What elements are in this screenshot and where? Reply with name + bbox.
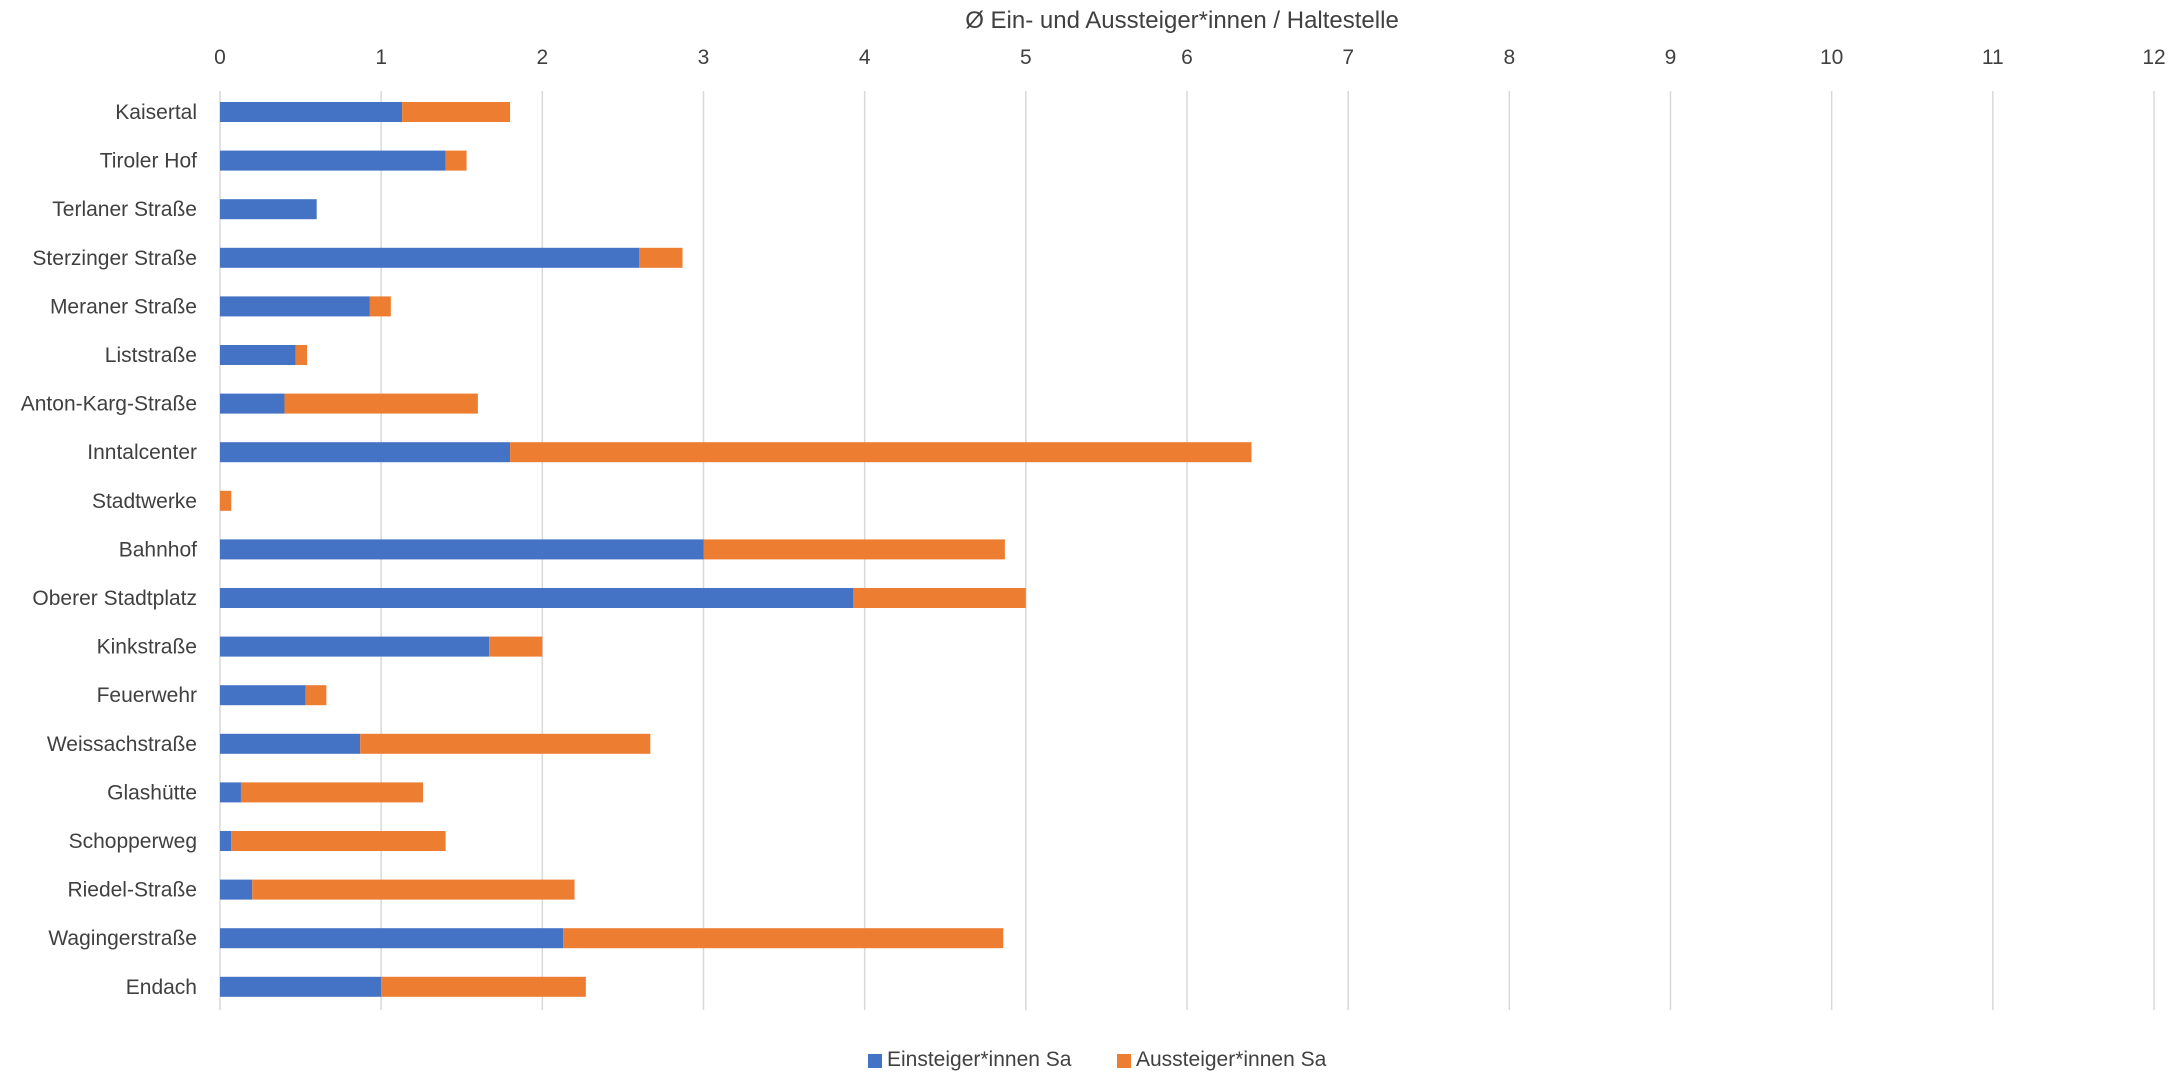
- category-label: Tiroler Hof: [100, 150, 197, 173]
- x-axis-tick-labels: 0 1 2 3 4 5 6 7 8 9 10 11 12: [214, 46, 2166, 69]
- category-label: Liststraße: [105, 344, 197, 367]
- bar-einsteiger: [220, 636, 490, 657]
- x-tick-label-1: 1: [375, 46, 387, 69]
- category-label: Schopperweg: [69, 830, 197, 853]
- bar-einsteiger: [220, 685, 306, 706]
- x-tick-label-0: 0: [214, 46, 226, 69]
- bar-einsteiger: [220, 247, 640, 268]
- bar-aussteiger: [295, 345, 308, 365]
- legend: Einsteiger*innen Sa Aussteiger*innen Sa: [868, 1048, 1327, 1071]
- x-tick-label-6: 6: [1181, 46, 1193, 69]
- bar-aussteiger: [284, 393, 478, 414]
- category-label: Kinkstraße: [97, 636, 197, 659]
- category-label: Inntalcenter: [87, 441, 197, 464]
- category-label: Anton-Karg-Straße: [21, 393, 197, 416]
- category-label: Stadtwerke: [92, 490, 197, 513]
- bar-einsteiger: [220, 393, 285, 414]
- category-label: Endach: [126, 976, 197, 999]
- bar-einsteiger: [220, 831, 232, 851]
- category-label: Riedel-Straße: [67, 879, 197, 902]
- category-label: Meraner Straße: [50, 295, 197, 318]
- category-label: Feuerwehr: [97, 684, 197, 707]
- bar-aussteiger: [220, 490, 232, 511]
- x-tick-label-9: 9: [1665, 46, 1677, 69]
- category-label: Wagingerstraße: [48, 927, 197, 950]
- bar-aussteiger: [510, 442, 1252, 463]
- category-labels: Kaisertal Tiroler Hof Terlaner Straße Sterz…: [21, 101, 197, 999]
- legend-swatch-aussteiger: [1117, 1054, 1131, 1068]
- x-axis-title: Ø Ein- und Aussteiger*innen / Haltestell…: [965, 7, 1399, 34]
- bar-einsteiger: [220, 733, 361, 754]
- bar-einsteiger: [220, 782, 241, 803]
- bar-einsteiger: [220, 150, 446, 171]
- category-label: Bahnhof: [119, 538, 197, 561]
- x-tick-label-4: 4: [859, 46, 871, 69]
- bar-einsteiger: [220, 928, 564, 949]
- bar-aussteiger: [563, 928, 1004, 949]
- bar-aussteiger: [360, 733, 651, 754]
- bar-aussteiger: [402, 102, 511, 122]
- bar-aussteiger: [639, 247, 683, 268]
- bar-einsteiger: [220, 102, 403, 122]
- bar-aussteiger: [252, 879, 575, 900]
- x-tick-label-12: 12: [2142, 46, 2165, 69]
- bar-aussteiger: [703, 539, 1005, 560]
- x-tick-label-10: 10: [1820, 46, 1843, 69]
- bar-aussteiger: [489, 636, 543, 657]
- bar-aussteiger: [381, 976, 586, 997]
- bar-aussteiger: [305, 685, 327, 706]
- bar-aussteiger: [231, 831, 446, 851]
- bar-aussteiger: [853, 588, 1026, 608]
- bar-einsteiger: [220, 539, 704, 560]
- category-label: Kaisertal: [115, 101, 197, 124]
- category-label: Terlaner Straße: [52, 198, 197, 221]
- category-label: Glashütte: [107, 781, 197, 804]
- bar-einsteiger: [220, 976, 382, 997]
- x-tick-label-11: 11: [1982, 46, 2004, 69]
- x-tick-label-7: 7: [1342, 46, 1354, 69]
- bar-einsteiger: [220, 345, 296, 365]
- bar-aussteiger: [240, 782, 424, 803]
- category-label: Weissachstraße: [47, 733, 197, 756]
- legend-label-einsteiger: Einsteiger*innen Sa: [887, 1048, 1072, 1071]
- bars: [220, 102, 1252, 997]
- bar-einsteiger: [220, 879, 253, 900]
- bar-einsteiger: [220, 296, 370, 317]
- x-tick-label-5: 5: [1020, 46, 1032, 69]
- category-label: Sterzinger Straße: [32, 247, 197, 270]
- x-tick-label-2: 2: [536, 46, 548, 69]
- category-label: Oberer Stadtplatz: [32, 587, 197, 610]
- legend-swatch-einsteiger: [868, 1054, 882, 1068]
- x-tick-label-3: 3: [698, 46, 710, 69]
- bar-einsteiger: [220, 442, 511, 463]
- bar-einsteiger: [220, 199, 317, 220]
- bar-aussteiger: [445, 150, 467, 171]
- bar-aussteiger: [369, 296, 391, 317]
- x-tick-label-8: 8: [1503, 46, 1515, 69]
- bar-einsteiger: [220, 588, 854, 608]
- legend-label-aussteiger: Aussteiger*innen Sa: [1136, 1048, 1327, 1071]
